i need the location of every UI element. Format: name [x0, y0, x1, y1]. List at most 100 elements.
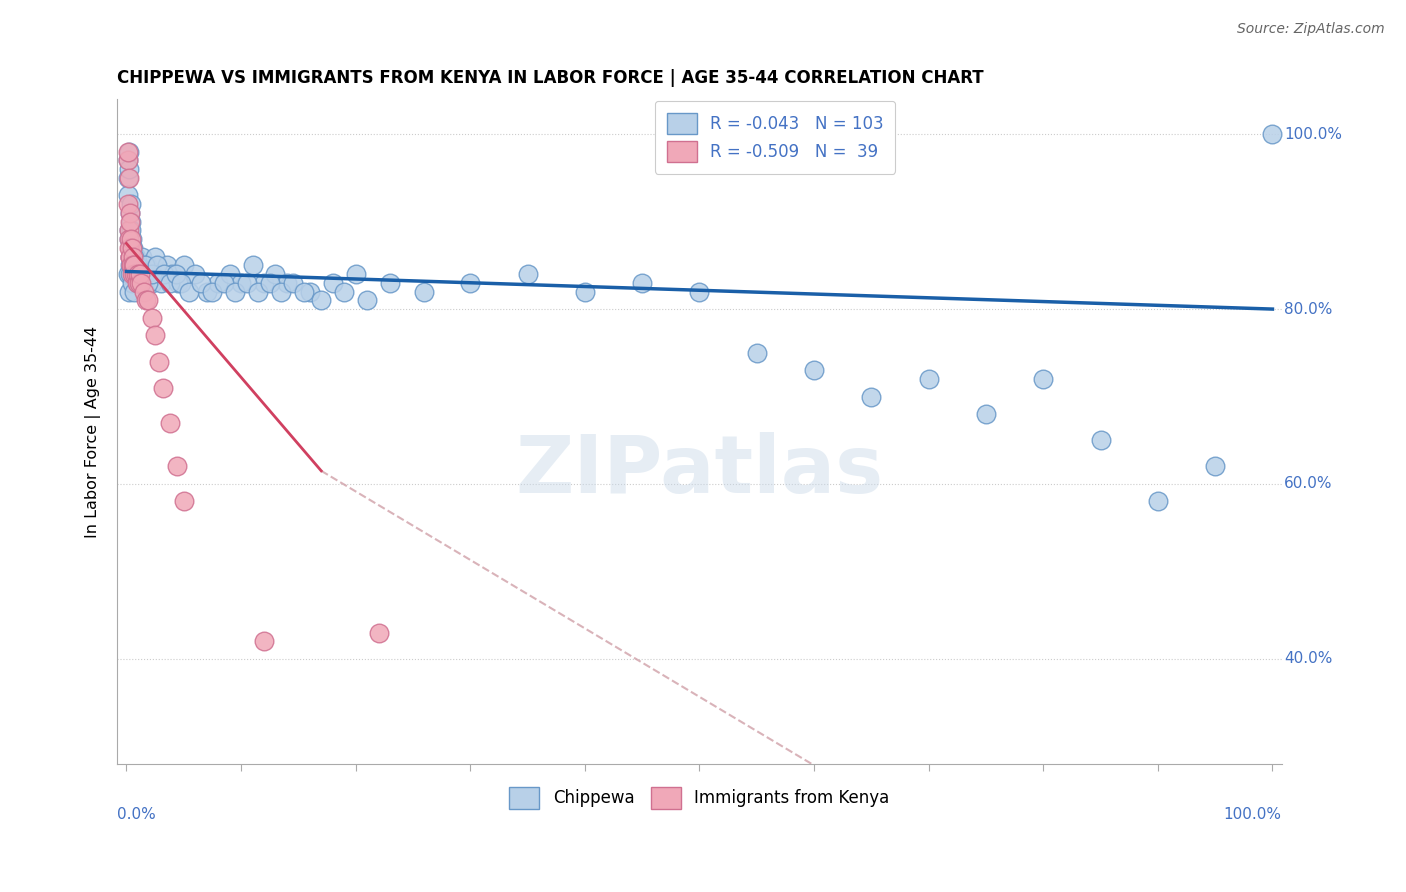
Point	[247, 285, 270, 299]
Point	[136, 293, 159, 308]
Point	[264, 267, 287, 281]
Point	[117, 153, 139, 168]
Point	[118, 241, 141, 255]
Point	[218, 267, 240, 281]
Point	[253, 276, 276, 290]
Point	[127, 267, 149, 281]
Point	[148, 354, 170, 368]
Point	[131, 276, 153, 290]
Point	[229, 276, 252, 290]
Point	[281, 276, 304, 290]
Point	[120, 258, 142, 272]
Point	[127, 276, 149, 290]
Point	[131, 250, 153, 264]
Point	[917, 372, 939, 386]
Point	[121, 276, 143, 290]
Point	[184, 267, 207, 281]
Point	[131, 267, 153, 281]
Point	[803, 363, 825, 377]
Point	[745, 346, 768, 360]
Point	[121, 267, 143, 281]
Point	[207, 276, 229, 290]
Point	[152, 381, 174, 395]
Point	[129, 267, 152, 281]
Point	[322, 276, 344, 290]
Point	[143, 250, 166, 264]
Point	[118, 214, 141, 228]
Point	[121, 241, 143, 255]
Point	[292, 285, 315, 299]
Point	[120, 250, 142, 264]
Point	[118, 145, 141, 159]
Point	[141, 276, 163, 290]
Point	[688, 285, 710, 299]
Point	[117, 188, 139, 202]
Point	[276, 276, 298, 290]
Point	[146, 258, 169, 272]
Point	[125, 258, 148, 272]
Text: 80.0%: 80.0%	[1284, 301, 1333, 317]
Point	[120, 223, 142, 237]
Point	[344, 267, 367, 281]
Point	[117, 153, 139, 168]
Point	[138, 267, 160, 281]
Point	[131, 267, 153, 281]
Point	[201, 285, 224, 299]
Point	[118, 241, 141, 255]
Point	[118, 250, 141, 264]
Point	[224, 285, 246, 299]
Point	[1204, 459, 1226, 474]
Point	[121, 232, 143, 246]
Point	[136, 276, 159, 290]
Point	[1147, 494, 1170, 508]
Point	[118, 162, 141, 177]
Point	[118, 250, 141, 264]
Point	[121, 241, 143, 255]
Point	[259, 276, 281, 290]
Point	[458, 276, 481, 290]
Point	[1090, 434, 1112, 448]
Point	[631, 276, 654, 290]
Point	[162, 267, 184, 281]
Point	[127, 276, 149, 290]
Point	[155, 258, 177, 272]
Point	[117, 197, 139, 211]
Point	[253, 634, 276, 648]
Point	[118, 267, 141, 281]
Point	[125, 276, 148, 290]
Point	[270, 285, 292, 299]
Point	[128, 276, 150, 290]
Text: 100.0%: 100.0%	[1223, 807, 1282, 822]
Point	[118, 223, 141, 237]
Point	[120, 232, 142, 246]
Point	[124, 267, 146, 281]
Point	[120, 214, 142, 228]
Point	[118, 285, 141, 299]
Point	[120, 197, 142, 211]
Point	[195, 285, 218, 299]
Text: CHIPPEWA VS IMMIGRANTS FROM KENYA IN LABOR FORCE | AGE 35-44 CORRELATION CHART: CHIPPEWA VS IMMIGRANTS FROM KENYA IN LAB…	[117, 69, 984, 87]
Text: 40.0%: 40.0%	[1284, 651, 1333, 666]
Text: 100.0%: 100.0%	[1284, 127, 1341, 142]
Legend: Chippewa, Immigrants from Kenya: Chippewa, Immigrants from Kenya	[503, 780, 896, 815]
Y-axis label: In Labor Force | Age 35-44: In Labor Force | Age 35-44	[86, 326, 101, 538]
Point	[122, 250, 145, 264]
Point	[413, 285, 436, 299]
Point	[124, 258, 146, 272]
Text: ZIPatlas: ZIPatlas	[516, 433, 883, 510]
Point	[309, 293, 332, 308]
Point	[118, 258, 141, 272]
Point	[118, 223, 141, 237]
Point	[242, 258, 264, 272]
Point	[378, 276, 401, 290]
Point	[1032, 372, 1054, 386]
Point	[148, 267, 170, 281]
Point	[159, 276, 181, 290]
Point	[1261, 127, 1284, 141]
Point	[159, 416, 181, 430]
Point	[141, 310, 163, 325]
Point	[117, 145, 139, 159]
Point	[974, 407, 997, 421]
Point	[236, 276, 259, 290]
Point	[128, 276, 150, 290]
